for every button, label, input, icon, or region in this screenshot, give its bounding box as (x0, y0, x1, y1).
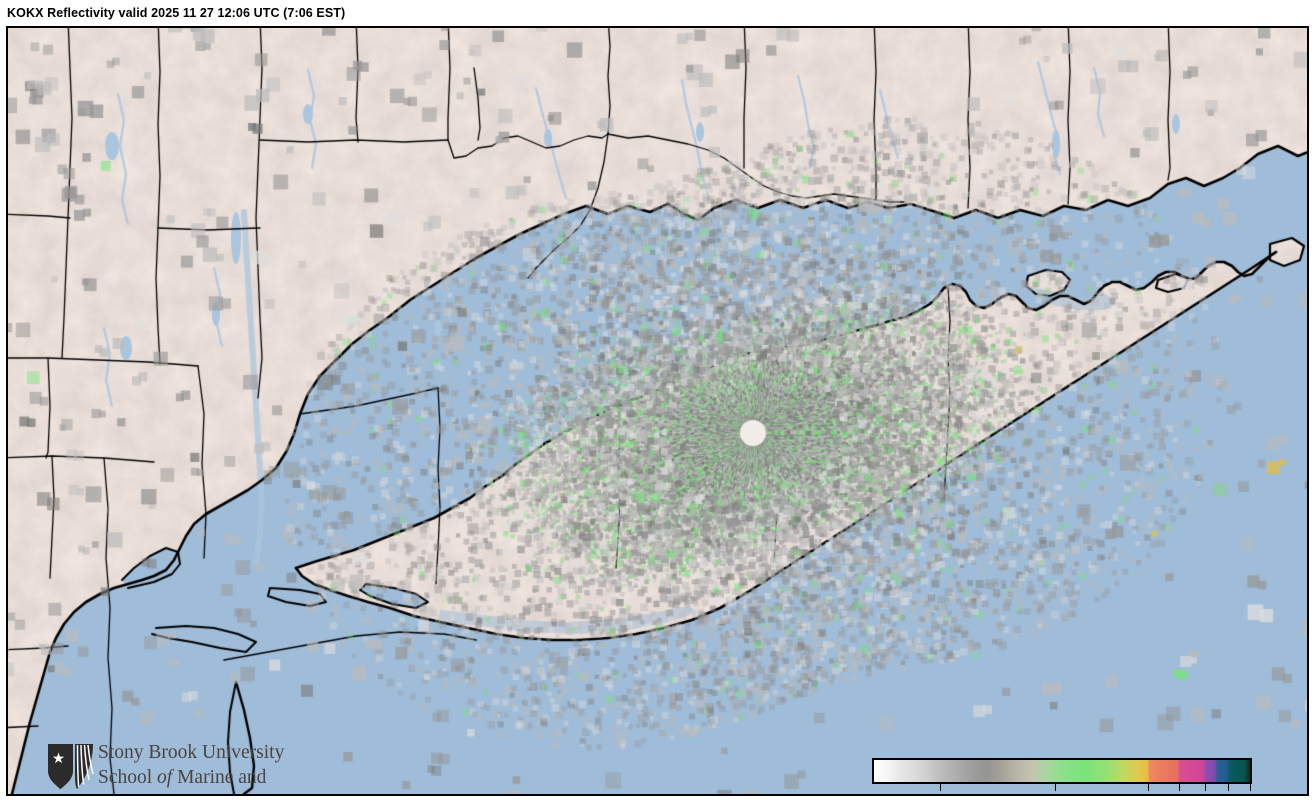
colorbar-tick (1054, 784, 1056, 791)
colorbar-tick-label: 70 (1219, 791, 1238, 794)
colorbar-tick-label: 0 (935, 791, 945, 794)
logo-line-2-italic: of (157, 767, 173, 788)
stony-brook-logo: Stony Brook University School of Marine … (46, 740, 314, 794)
colorbar-tick-label: 20 (1045, 791, 1064, 794)
shield-icon (48, 744, 94, 790)
logo-line-2-suffix: Marine and (172, 767, 267, 788)
logo-line-1: Stony Brook University (98, 742, 285, 763)
reflectivity-colorbar: 0 20 40 50 60 7080 (872, 758, 1262, 794)
colorbar-tick (1228, 784, 1230, 791)
colorbar-tick (1250, 784, 1251, 791)
colorbar-gradient (874, 760, 1250, 782)
logo-text: Stony Brook University School of Marine … (98, 740, 313, 794)
colorbar-tick (1148, 784, 1150, 791)
colorbar-tick-label: 50 (1169, 791, 1188, 794)
radar-map-canvas[interactable] (8, 28, 1307, 794)
colorbar-tick (1204, 784, 1206, 791)
logo-line-2: School of Marine and (98, 765, 313, 790)
logo-line-3: Atmospheric Sciences (98, 790, 313, 794)
colorbar-tick (1178, 784, 1180, 791)
logo-line-2-prefix: School (98, 767, 158, 788)
colorbar-bar (872, 758, 1252, 784)
colorbar-tick-label: 80 (1240, 791, 1259, 794)
map-panel[interactable]: 0 20 40 50 60 7080 Stony Brook University Sch… (6, 26, 1309, 796)
colorbar-tick-label: 60 (1195, 791, 1214, 794)
colorbar-tick-label: 40 (1139, 791, 1158, 794)
colorbar-tick (940, 784, 942, 791)
page-title: KOKX Reflectivity valid 2025 11 27 12:06… (7, 6, 346, 20)
